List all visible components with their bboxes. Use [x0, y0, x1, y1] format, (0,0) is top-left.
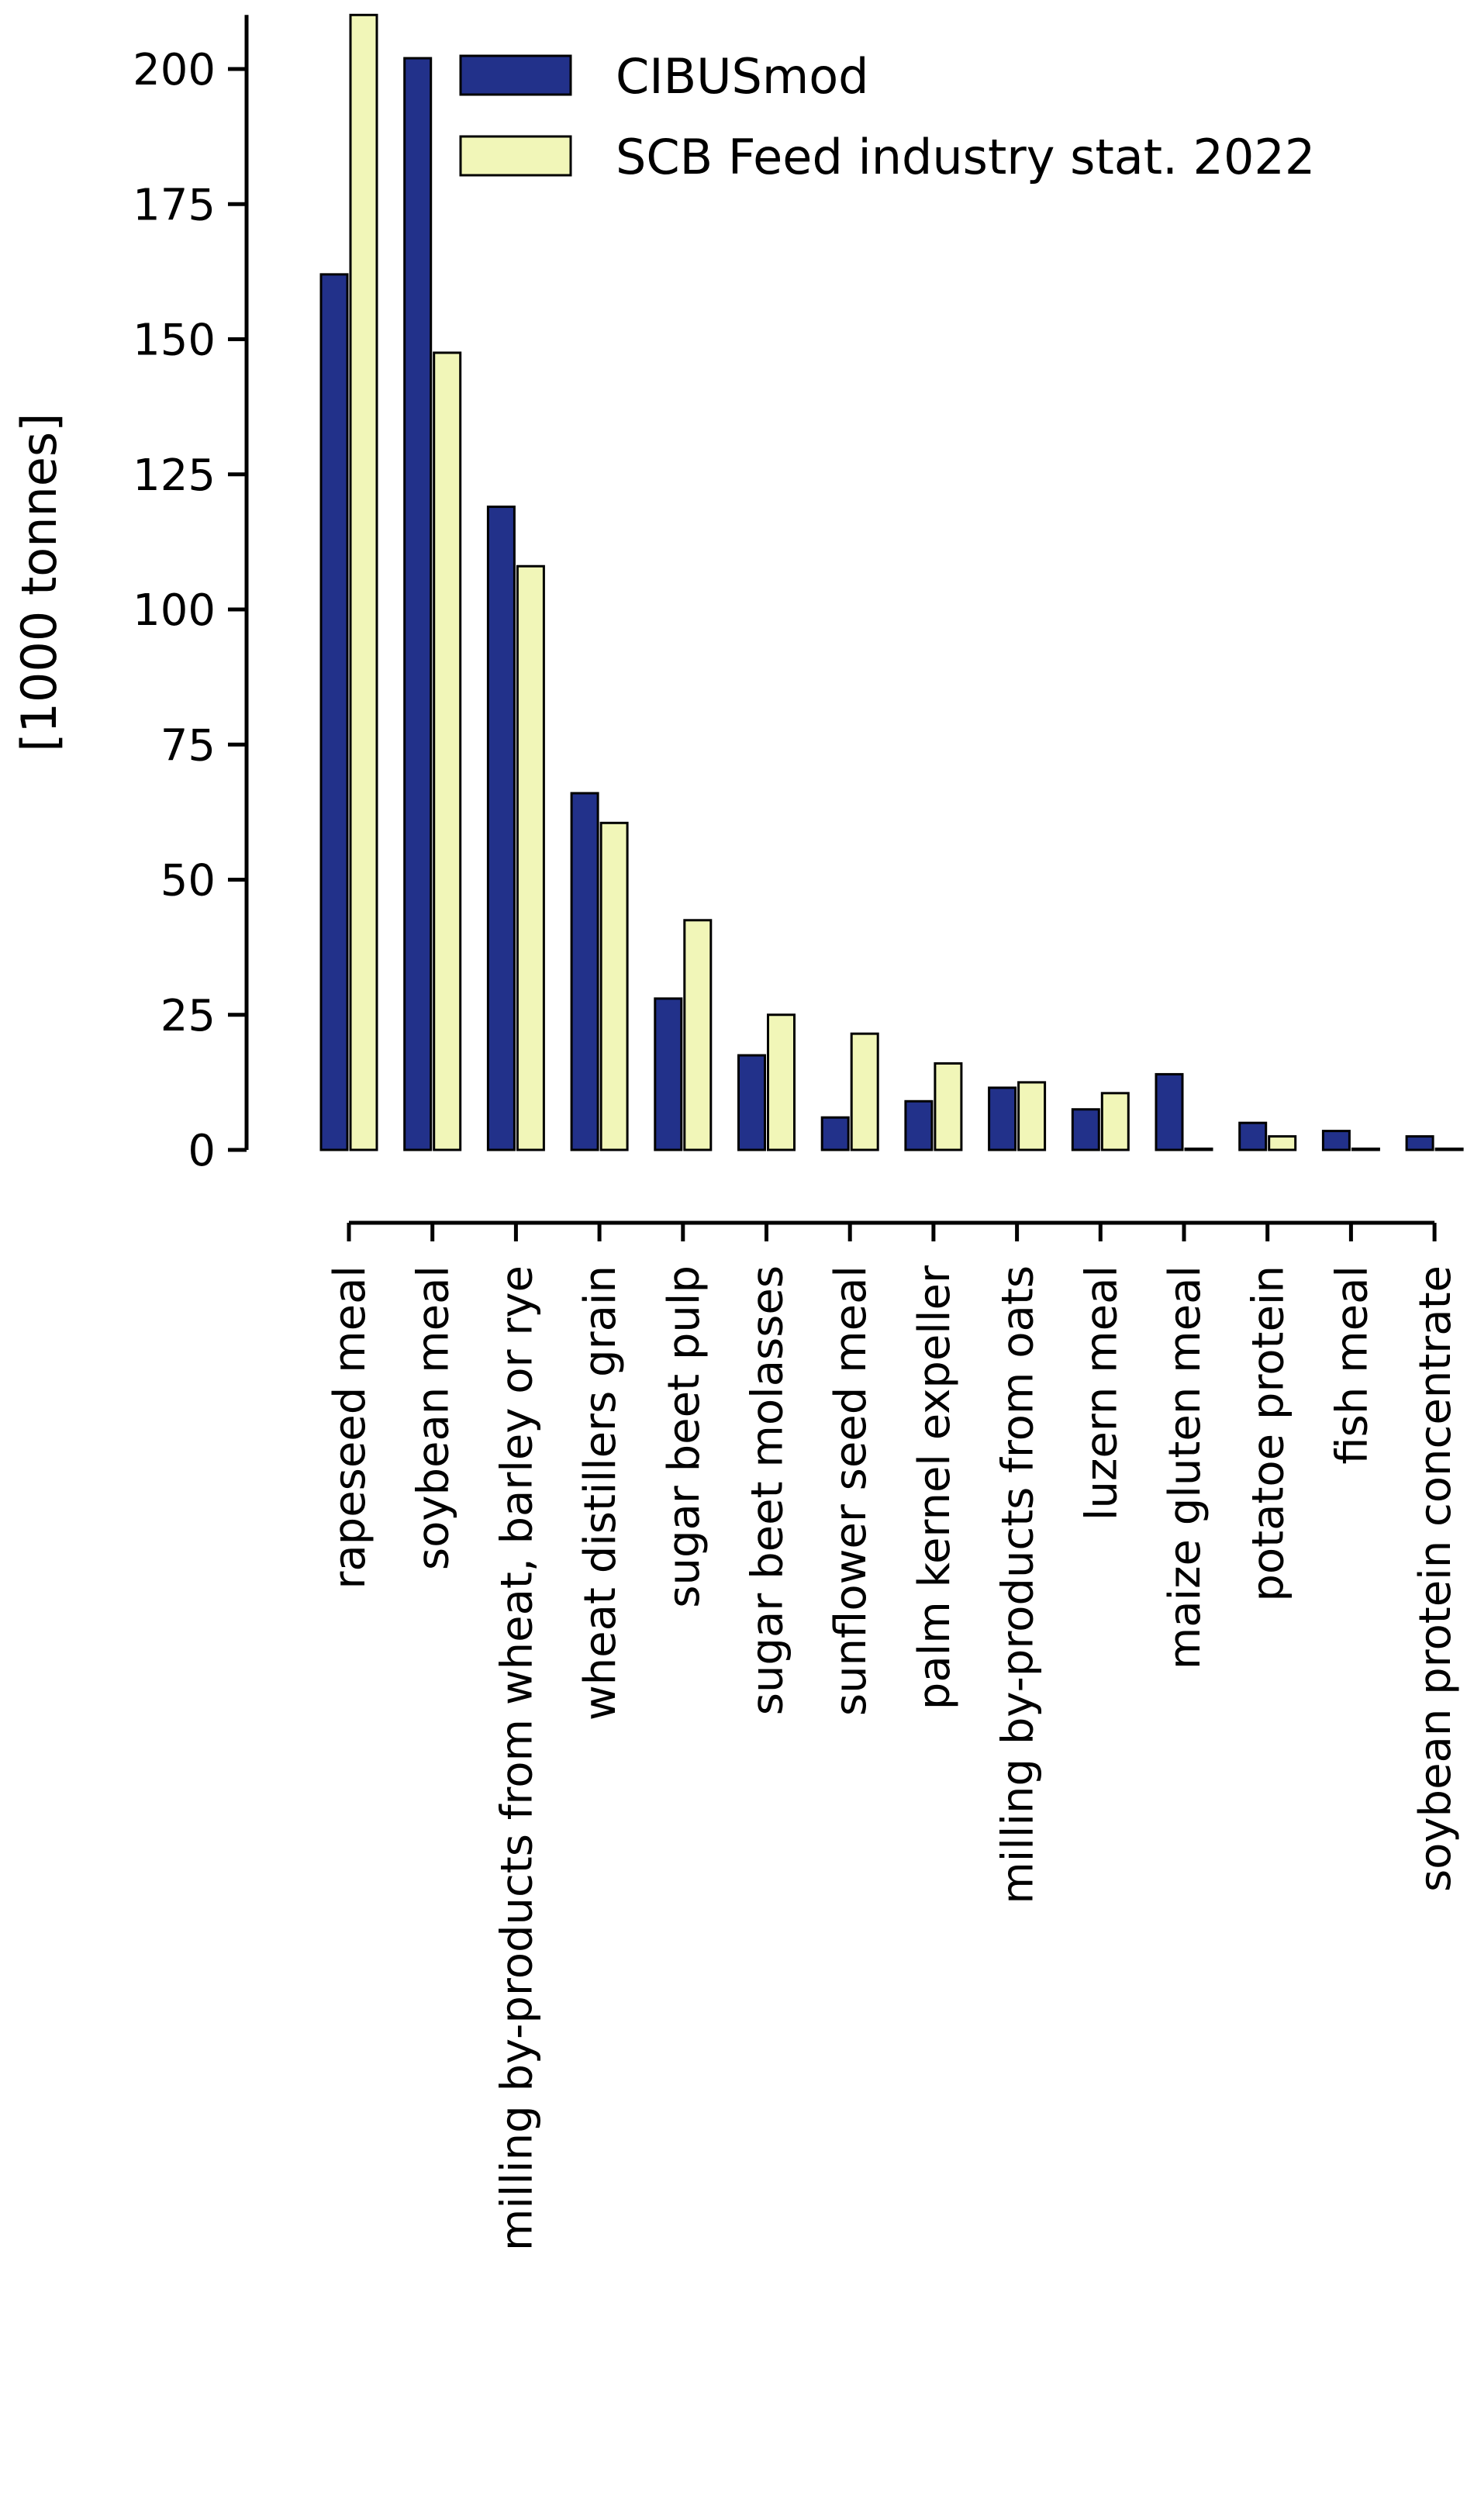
- bar-cibusmod: [319, 273, 349, 1151]
- bar-scb: [1268, 1135, 1297, 1151]
- bar-scb: [1434, 1148, 1464, 1151]
- x-tick-label: fish meal: [1327, 1265, 1377, 1465]
- y-tick-label: 175: [133, 180, 216, 230]
- bar-cibusmod: [570, 792, 599, 1151]
- x-tick-label: rapeseed meal: [325, 1265, 375, 1590]
- x-tick-label: soybean meal: [409, 1265, 459, 1570]
- bar-scb: [433, 351, 462, 1151]
- bar-cibusmod: [403, 57, 433, 1151]
- bar-scb: [349, 13, 378, 1151]
- x-tick-label: wheat distillers grain: [575, 1265, 626, 1721]
- bar-scb: [1100, 1092, 1130, 1151]
- x-tick-label: sunflower seed meal: [826, 1265, 876, 1716]
- bar-cibusmod: [904, 1099, 934, 1151]
- x-tick-label: luzern meal: [1076, 1265, 1127, 1521]
- x-tick-label: potatoe protein: [1244, 1265, 1294, 1602]
- bar-scb: [683, 919, 713, 1151]
- bar-cibusmod: [1238, 1121, 1268, 1151]
- y-tick-label: 0: [188, 1126, 216, 1176]
- bar-scb: [516, 564, 545, 1151]
- bar-scb: [1184, 1148, 1213, 1151]
- legend-swatch: [459, 54, 572, 96]
- x-tick-label: milling by-products from wheat, barley o…: [492, 1265, 542, 2251]
- bar-scb: [599, 821, 629, 1151]
- y-axis-label: [1000 tonnes]: [11, 413, 67, 752]
- y-tick-label: 25: [161, 991, 216, 1041]
- bar-cibusmod: [1155, 1072, 1184, 1151]
- y-tick-label: 150: [133, 316, 216, 366]
- bar-cibusmod: [1071, 1108, 1100, 1151]
- bars: [319, 13, 1464, 1151]
- x-tick-label: sugar beet molasses: [743, 1265, 793, 1715]
- x-tick-label: maize gluten meal: [1160, 1265, 1210, 1669]
- legend-label: CIBUSmod: [616, 48, 869, 105]
- legend-label: SCB Feed industry stat. 2022: [616, 129, 1315, 185]
- y-tick-label: 125: [133, 450, 216, 501]
- bar-cibusmod: [1405, 1135, 1434, 1151]
- y-tick-label: 75: [161, 720, 216, 771]
- bar-cibusmod: [654, 997, 683, 1151]
- bar-scb: [1351, 1148, 1380, 1151]
- y-tick-label: 100: [133, 585, 216, 636]
- legend-swatch: [459, 135, 572, 177]
- bar-scb: [934, 1062, 963, 1151]
- bar-scb: [767, 1013, 796, 1151]
- y-tick-label: 50: [161, 856, 216, 906]
- bar-scb: [1017, 1081, 1047, 1151]
- x-tick-label: milling by-products from oats: [993, 1265, 1044, 1904]
- bar-cibusmod: [988, 1086, 1017, 1151]
- y-tick-label: 200: [133, 45, 216, 95]
- bar-cibusmod: [820, 1116, 850, 1151]
- bar-cibusmod: [1321, 1130, 1351, 1151]
- x-tick-label: soybean protein concentrate: [1410, 1265, 1461, 1892]
- bar-cibusmod: [486, 506, 516, 1151]
- x-tick-label: palm kernel expeller: [910, 1265, 960, 1710]
- y-axis: 0 25 50 75 100 125 150 175 200: [133, 15, 249, 1176]
- bar-cibusmod: [737, 1054, 766, 1151]
- x-axis: rapeseed meal soybean meal milling by-prod…: [325, 1220, 1461, 2251]
- legend: CIBUSmod SCB Feed industry stat. 2022: [459, 48, 1315, 185]
- bar-scb: [850, 1032, 879, 1151]
- x-tick-label: sugar beet pulp: [659, 1265, 709, 1608]
